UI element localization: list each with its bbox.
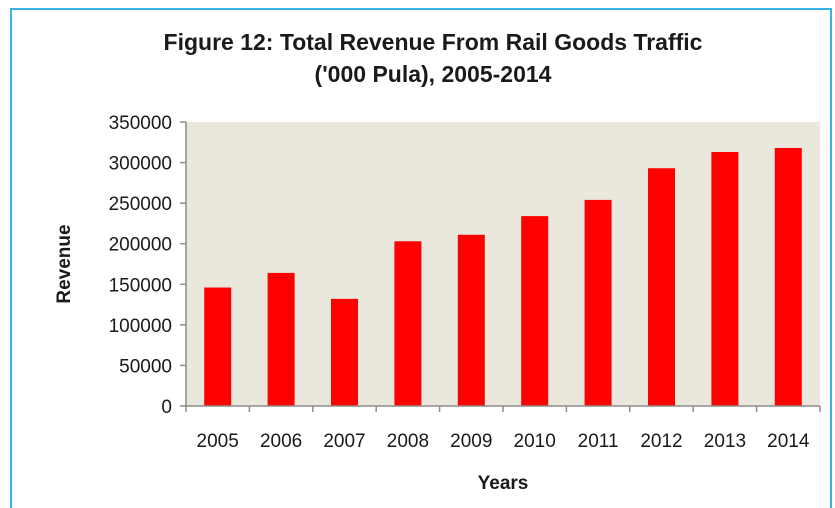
y-tick-label: 250000 <box>109 194 172 215</box>
bar-2011 <box>584 199 612 406</box>
x-tick-label: 2009 <box>450 431 492 452</box>
y-tick-label: 300000 <box>109 154 172 175</box>
x-tick-label: 2008 <box>387 431 429 452</box>
x-tick-label: 2007 <box>323 431 365 452</box>
chart-subtitle: ('000 Pula), 2005-2014 <box>315 61 552 87</box>
x-axis-label: Years <box>478 473 529 494</box>
y-tick-label: 100000 <box>109 316 172 337</box>
y-tick-label: 350000 <box>109 113 172 134</box>
bar-2005 <box>204 287 232 406</box>
bar-2009 <box>457 234 485 406</box>
y-axis-label: Revenue <box>54 224 75 303</box>
bar-2008 <box>394 241 422 406</box>
y-tick-label: 50000 <box>119 356 172 377</box>
chart-title: Figure 12: Total Revenue From Rail Goods… <box>164 29 703 55</box>
bar-2010 <box>521 216 549 406</box>
x-tick-label: 2011 <box>578 431 619 452</box>
x-tick-label: 2006 <box>260 431 302 452</box>
bar-2007 <box>331 298 358 406</box>
y-tick-label: 200000 <box>109 235 172 256</box>
y-tick-label: 150000 <box>109 275 172 296</box>
x-tick-label: 2005 <box>197 431 239 452</box>
bar-2014 <box>774 147 802 407</box>
y-tick-label: 0 <box>161 397 172 418</box>
x-tick-label: 2010 <box>514 431 556 452</box>
bar-2012 <box>648 168 675 406</box>
x-tick-label: 2012 <box>640 431 682 452</box>
bar-2013 <box>711 152 739 406</box>
x-tick-label: 2014 <box>767 431 810 452</box>
x-tick-label: 2013 <box>704 431 746 452</box>
bar-2006 <box>267 272 295 406</box>
